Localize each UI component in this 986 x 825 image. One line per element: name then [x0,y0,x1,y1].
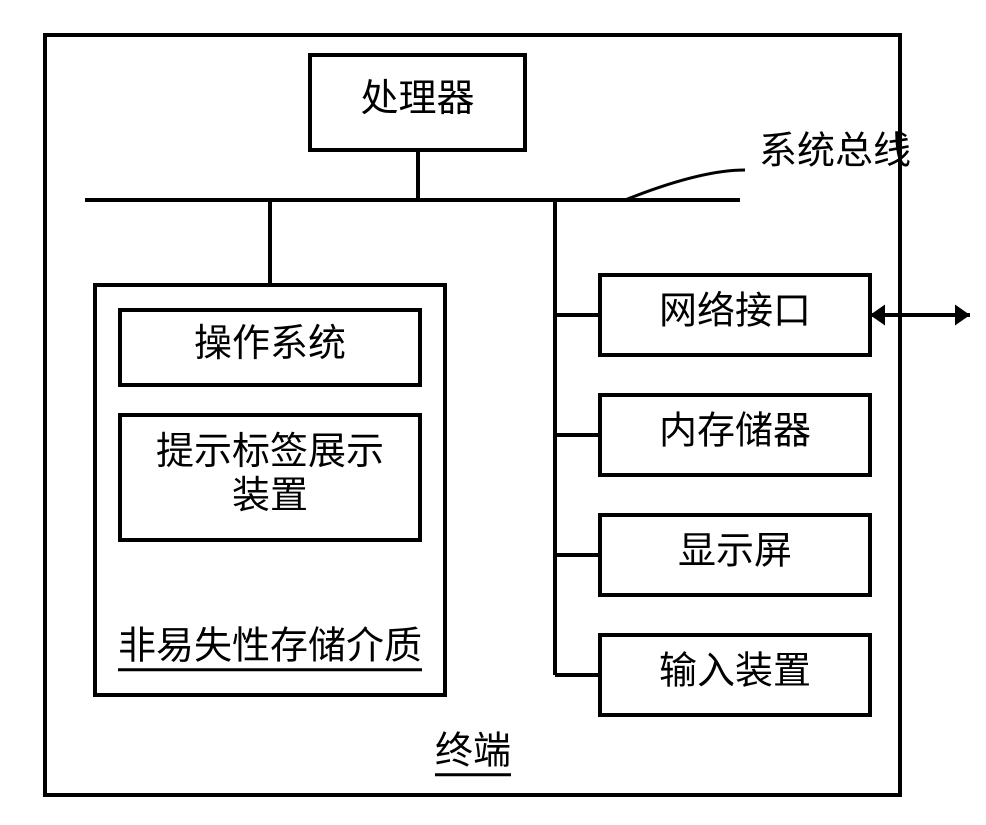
nv-storage-label: 非易失性存储介质 [118,626,422,668]
net-if-label: 网络接口 [659,291,811,333]
os-label: 操作系统 [194,323,346,365]
terminal-label: 终端 [435,731,511,773]
bus-label: 系统总线 [759,131,911,173]
processor-label: 处理器 [360,78,474,120]
display-label: 显示屏 [678,531,792,573]
device-label-1: 提示标签展示 [156,431,384,473]
input-label: 输入装置 [659,651,811,693]
memory-label: 内存储器 [659,411,811,453]
device-label-2: 装置 [232,475,308,517]
